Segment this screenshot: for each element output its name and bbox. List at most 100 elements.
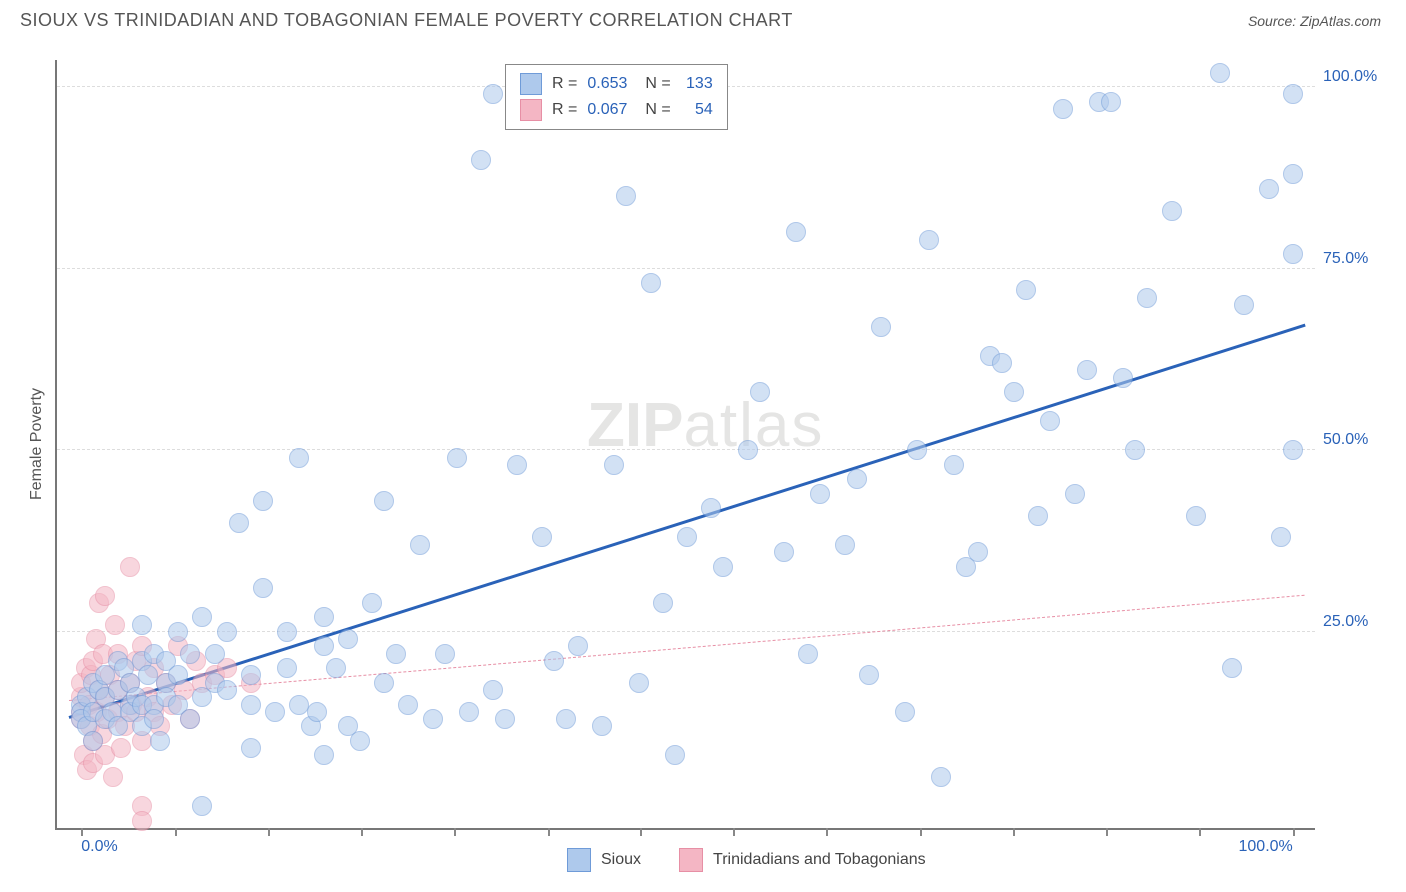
watermark: ZIPatlas: [587, 390, 824, 461]
data-point: [253, 578, 273, 598]
y-tick-label: 50.0%: [1323, 431, 1383, 449]
data-point: [241, 738, 261, 758]
x-tick: [1199, 828, 1201, 836]
data-point: [1210, 63, 1230, 83]
x-tick: [920, 828, 922, 836]
data-point: [103, 767, 123, 787]
data-point: [289, 448, 309, 468]
data-point: [895, 702, 915, 722]
data-point: [1004, 382, 1024, 402]
gridline-h: [57, 631, 1315, 632]
data-point: [132, 615, 152, 635]
data-point: [483, 84, 503, 104]
legend-r-value: 0.653: [587, 75, 627, 93]
x-tick: [1106, 828, 1108, 836]
data-point: [314, 636, 334, 656]
data-point: [105, 615, 125, 635]
data-point: [1077, 360, 1097, 380]
data-point: [217, 680, 237, 700]
data-point: [350, 731, 370, 751]
legend-r-label: R =: [552, 101, 577, 119]
data-point: [835, 535, 855, 555]
data-point: [774, 542, 794, 562]
data-point: [738, 440, 758, 460]
data-point: [386, 644, 406, 664]
data-point: [665, 745, 685, 765]
data-point: [447, 448, 467, 468]
x-tick: [175, 828, 177, 836]
data-point: [810, 484, 830, 504]
data-point: [847, 469, 867, 489]
data-point: [241, 665, 261, 685]
data-point: [314, 607, 334, 627]
data-point: [871, 317, 891, 337]
data-point: [314, 745, 334, 765]
correlation-legend: R = 0.653 N = 133 R = 0.067 N = 54: [505, 64, 728, 130]
legend-n-label: N =: [645, 101, 670, 119]
legend-series-label: Trinidadians and Tobagonians: [713, 851, 926, 869]
legend-swatch-icon: [567, 848, 591, 872]
header: SIOUX VS TRINIDADIAN AND TOBAGONIAN FEMA…: [0, 0, 1406, 31]
data-point: [410, 535, 430, 555]
legend-n-value: 133: [681, 75, 713, 93]
data-point: [398, 695, 418, 715]
chart-plot-area: 25.0%50.0%75.0%100.0%0.0%100.0%ZIPatlasR…: [55, 60, 1315, 830]
data-point: [495, 709, 515, 729]
data-point: [859, 665, 879, 685]
x-tick-label: 100.0%: [1239, 838, 1293, 856]
x-tick: [454, 828, 456, 836]
data-point: [120, 557, 140, 577]
data-point: [1283, 440, 1303, 460]
data-point: [192, 796, 212, 816]
data-point: [641, 273, 661, 293]
data-point: [229, 513, 249, 533]
data-point: [786, 222, 806, 242]
data-point: [289, 695, 309, 715]
data-point: [1186, 506, 1206, 526]
data-point: [180, 644, 200, 664]
data-point: [798, 644, 818, 664]
data-point: [83, 731, 103, 751]
data-point: [1040, 411, 1060, 431]
data-point: [1271, 527, 1291, 547]
data-point: [326, 658, 346, 678]
data-point: [205, 644, 225, 664]
legend-n-value: 54: [681, 101, 713, 119]
legend-row: R = 0.067 N = 54: [520, 97, 713, 123]
data-point: [931, 767, 951, 787]
data-point: [471, 150, 491, 170]
data-point: [338, 629, 358, 649]
data-point: [374, 673, 394, 693]
legend-r-label: R =: [552, 75, 577, 93]
data-point: [604, 455, 624, 475]
x-tick: [1293, 828, 1295, 836]
data-point: [1016, 280, 1036, 300]
series-legend: Sioux Trinidadians and Tobagonians: [567, 848, 926, 872]
x-tick: [268, 828, 270, 836]
chart-title: SIOUX VS TRINIDADIAN AND TOBAGONIAN FEMA…: [20, 10, 793, 31]
data-point: [701, 498, 721, 518]
data-point: [1234, 295, 1254, 315]
legend-swatch-icon: [520, 73, 542, 95]
data-point: [944, 455, 964, 475]
data-point: [459, 702, 479, 722]
data-point: [132, 811, 152, 831]
data-point: [1101, 92, 1121, 112]
data-point: [968, 542, 988, 562]
x-tick: [1013, 828, 1015, 836]
data-point: [1053, 99, 1073, 119]
y-tick-label: 75.0%: [1323, 250, 1383, 268]
legend-r-value: 0.067: [587, 101, 627, 119]
data-point: [1113, 368, 1133, 388]
data-point: [919, 230, 939, 250]
legend-series-label: Sioux: [601, 851, 641, 869]
source-name: ZipAtlas.com: [1300, 13, 1381, 29]
data-point: [1065, 484, 1085, 504]
data-point: [265, 702, 285, 722]
data-point: [423, 709, 443, 729]
data-point: [677, 527, 697, 547]
data-point: [992, 353, 1012, 373]
data-point: [168, 622, 188, 642]
data-point: [1137, 288, 1157, 308]
data-point: [629, 673, 649, 693]
